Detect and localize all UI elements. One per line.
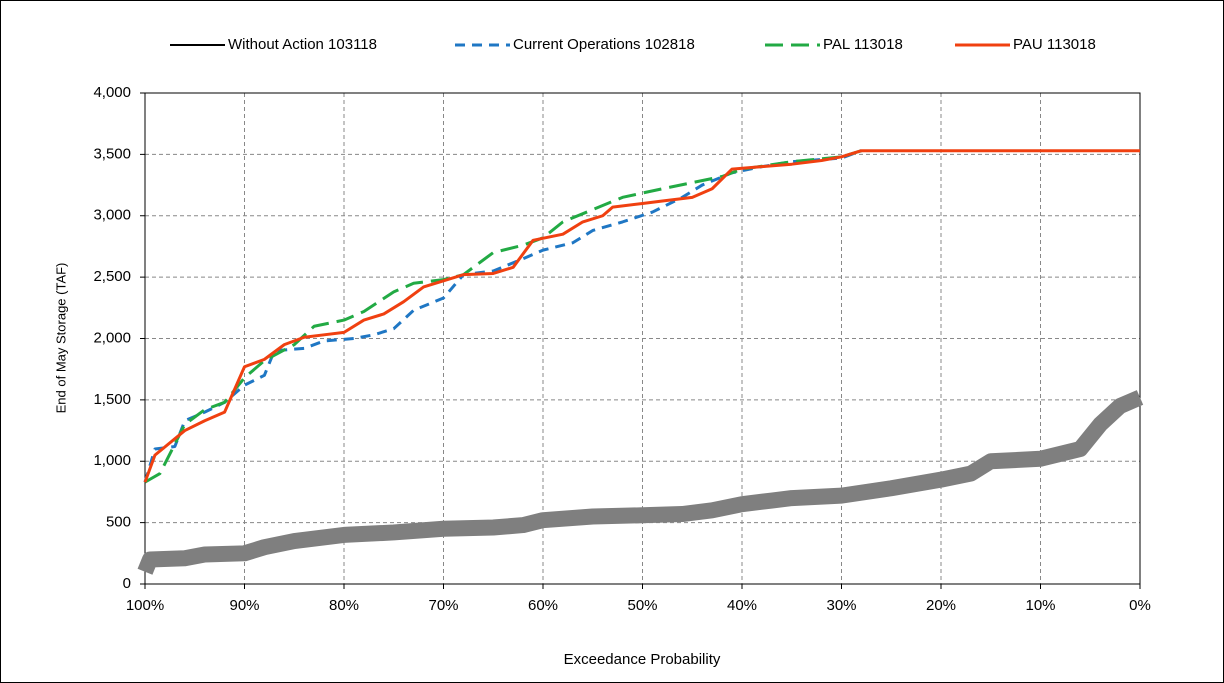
legend-label: Current Operations 102818 bbox=[513, 36, 695, 53]
x-tick-label: 40% bbox=[727, 597, 757, 614]
x-tick-label: 80% bbox=[329, 597, 359, 614]
y-tick-label: 3,000 bbox=[93, 207, 131, 224]
x-tick-label: 100% bbox=[126, 597, 164, 614]
series-line bbox=[143, 149, 1140, 483]
series-line bbox=[137, 390, 1144, 575]
y-tick-label: 2,500 bbox=[93, 268, 131, 285]
legend-label: Without Action 103118 bbox=[228, 36, 377, 53]
y-tick-label: 3,500 bbox=[93, 145, 131, 162]
x-tick-label: 20% bbox=[926, 597, 956, 614]
y-tick-label: 2,000 bbox=[93, 329, 131, 346]
x-tick-label: 30% bbox=[826, 597, 856, 614]
y-tick-label: 1,000 bbox=[93, 452, 131, 469]
x-tick-label: 50% bbox=[627, 597, 657, 614]
x-tick-label: 0% bbox=[1129, 597, 1151, 614]
y-axis-label: End of May Storage (TAF) bbox=[53, 263, 68, 414]
x-tick-label: 90% bbox=[229, 597, 259, 614]
x-axis-label: Exceedance Probability bbox=[564, 651, 721, 668]
legend-label: PAU 113018 bbox=[1013, 36, 1096, 53]
y-tick-label: 500 bbox=[106, 514, 131, 531]
plot-border bbox=[144, 92, 1141, 585]
y-tick-label: 1,500 bbox=[93, 391, 131, 408]
x-tick-label: 70% bbox=[428, 597, 458, 614]
x-tick-label: 10% bbox=[1025, 597, 1055, 614]
legend-label: PAL 113018 bbox=[823, 36, 903, 53]
x-tick-label: 60% bbox=[528, 597, 558, 614]
y-tick-label: 4,000 bbox=[93, 84, 131, 101]
y-tick-label: 0 bbox=[123, 575, 131, 592]
